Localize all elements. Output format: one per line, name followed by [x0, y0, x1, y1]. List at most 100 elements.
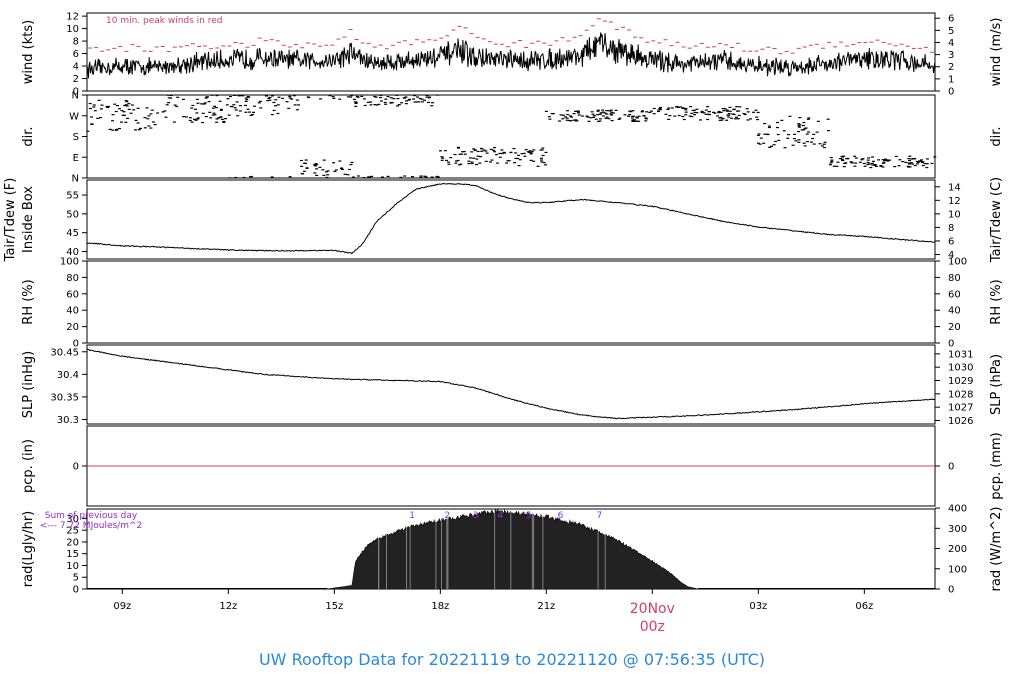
dir-ylabel-right: dir.	[989, 126, 1004, 146]
temp-ylabel: Tair/Tdew (F)	[3, 178, 18, 263]
rad-ytick-label: 25	[66, 526, 79, 537]
temp-series-line	[86, 182, 936, 255]
temp-ytick-right-label: 12	[948, 196, 961, 207]
rad-ylabel-right: rad (W/m^2)	[989, 507, 1004, 592]
pcp-panel: 0 0 pcp. (in) pcp. (mm)	[21, 425, 1004, 507]
rad-ytick-label: 10	[66, 561, 79, 572]
rh-ytick-right-label: 100	[948, 257, 967, 268]
slp-ytick-label: 30.3	[57, 415, 79, 426]
rad-hour-marker: 4	[498, 511, 504, 521]
wind-ytick-label: 6	[73, 49, 79, 60]
wind-annotation: 10 min. peak winds in red	[106, 16, 223, 26]
rad-ytick-label: 0	[73, 585, 79, 596]
temp-ytick-right-label: 8	[948, 223, 954, 234]
temp-ytick-right-label: 4	[948, 250, 954, 261]
x-tick-label: 06z	[855, 601, 873, 612]
slp-ytick-label: 30.35	[50, 392, 79, 403]
temp-ytick-label: 50	[66, 209, 79, 220]
pcp-ytick-right-label: 0	[948, 462, 954, 473]
rh-ytick-right-label: 0	[948, 339, 954, 350]
rad-hour-marker: 5	[526, 511, 532, 521]
rad-ytick-right-label: 200	[948, 544, 967, 555]
dir-ytick-label: E	[73, 153, 79, 164]
rad-ytick-label: 15	[66, 549, 79, 560]
rh-ytick-label: 100	[60, 257, 79, 268]
slp-ytick-right-label: 1028	[948, 389, 973, 400]
wind-frame	[86, 12, 936, 92]
dir-ytick-label: N	[72, 174, 79, 185]
dir-ytick-label: N	[72, 91, 79, 102]
wind-ytick-right-label: 6	[948, 14, 954, 25]
wind-ytick-label: 12	[66, 12, 79, 23]
rad-ytick-right-label: 400	[948, 504, 967, 515]
rad-ytick-right-label: 0	[948, 585, 954, 596]
rad-ytick-right-label: 100	[948, 564, 967, 575]
dir-ylabel: dir.	[21, 126, 36, 146]
x-date-sublabel: 00z	[640, 619, 665, 635]
rh-ytick-label: 0	[73, 339, 79, 350]
rad-hour-marker: 1	[409, 511, 415, 521]
rh-frame	[86, 260, 936, 344]
rh-ytick-right-label: 20	[948, 322, 961, 333]
rh-ytick-right-label: 60	[948, 289, 961, 300]
rad-ytick-label: 5	[73, 573, 79, 584]
rad-ytick-right-label: 300	[948, 524, 967, 535]
x-tick-label: 09z	[113, 601, 131, 612]
wind-series-line	[86, 32, 936, 79]
wind-ytick-right-label: 0	[948, 87, 954, 98]
dir-ytick-label: W	[69, 111, 79, 122]
temp-ytick-right-label: 10	[948, 209, 961, 220]
wind-ytick-label: 0	[73, 87, 79, 98]
temp-frame	[86, 179, 936, 260]
rh-ytick-label: 40	[66, 306, 79, 317]
wind-ylabel: wind (kts)	[21, 20, 36, 84]
temp-ytick-right-label: 14	[948, 182, 961, 193]
slp-ytick-label: 30.45	[50, 347, 79, 358]
rad-ylabel: rad(Lgly/hr)	[21, 511, 36, 587]
slp-ylabel-right: SLP (hPa)	[989, 354, 1004, 415]
slp-ytick-right-label: 1027	[948, 403, 973, 414]
slp-ytick-right-label: 1029	[948, 376, 973, 387]
temp-ytick-label: 40	[66, 247, 79, 258]
wind-ytick-right-label: 2	[948, 62, 954, 73]
temp-ytick-label: 45	[66, 228, 79, 239]
rh-ylabel-right: RH (%)	[989, 279, 1004, 324]
rad-hour-marker: 6	[558, 511, 564, 521]
dir-ytick-label: S	[73, 132, 79, 143]
slp-ytick-right-label: 1031	[948, 349, 973, 360]
slp-panel: 30.3 30.35 30.4 30.45 1026 1027 1028 1029 1030 10…	[21, 344, 1004, 427]
dir-frame	[86, 94, 936, 179]
wind-ytick-right-label: 3	[948, 50, 954, 61]
rh-ytick-label: 60	[66, 289, 79, 300]
slp-frame	[86, 344, 936, 425]
rh-ytick-label: 80	[66, 273, 79, 284]
pcp-ylabel-right: pcp. (mm)	[989, 432, 1004, 499]
rad-sum-label: Sum of previous day	[45, 511, 138, 521]
x-tick-label: 12z	[219, 601, 237, 612]
wind-ytick-label: 2	[73, 74, 79, 85]
rh-ytick-right-label: 40	[948, 306, 961, 317]
x-tick-label: 03z	[749, 601, 767, 612]
rad-ytick-label: 30	[66, 514, 79, 525]
wind-ytick-label: 10	[66, 24, 79, 35]
x-tick-label: 15z	[325, 601, 343, 612]
wind-ytick-right-label: 4	[948, 38, 954, 49]
slp-ytick-right-label: 1030	[948, 363, 973, 374]
slp-ytick-label: 30.4	[57, 370, 79, 381]
temp-ylabel2: Inside Box	[21, 186, 36, 253]
wind-ylabel-right: wind (m/s)	[989, 18, 1004, 87]
temp-ytick-right-label: 6	[948, 236, 954, 247]
rh-ytick-label: 20	[66, 322, 79, 333]
rad-hour-marker: 3	[473, 511, 479, 521]
rh-ylabel: RH (%)	[21, 279, 36, 324]
rad-hour-marker: 2	[445, 511, 451, 521]
wind-ytick-label: 4	[73, 62, 79, 73]
rh-panel: 0 20 40 60 80 100 0 20 40 60 80 100 RH (%) RH (%)	[21, 257, 1004, 350]
wind-ytick-label: 8	[73, 37, 79, 48]
temp-ylabel-right: Tair/Tdew (C)	[989, 177, 1004, 263]
rad-sum-value: <--- 7.72 MJoules/m^2	[40, 521, 142, 531]
